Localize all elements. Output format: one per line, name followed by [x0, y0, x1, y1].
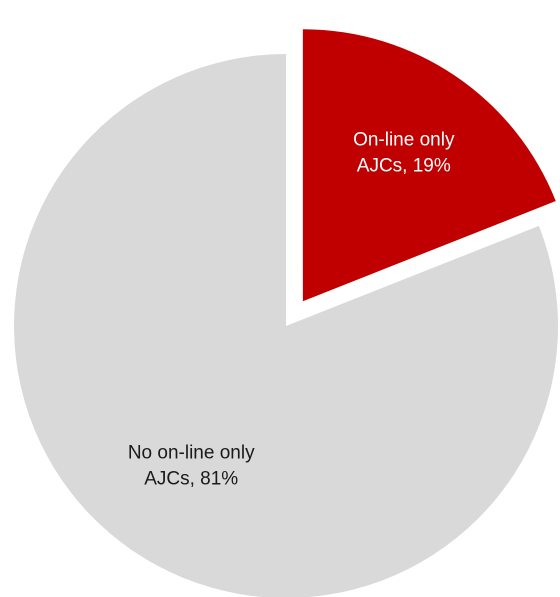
- slice-label-1-line1: No on-line only: [128, 442, 255, 463]
- pie-slice-0: [302, 29, 556, 302]
- slice-label-0-line2: AJCs, 19%: [357, 156, 451, 177]
- labels-layer: On-line only AJCs, 19% No on-line only AJCs…: [128, 130, 455, 490]
- slice-label-1: No on-line only AJCs, 81%: [128, 442, 255, 489]
- pie-slice-1: [14, 54, 558, 597]
- slice-label-0-line1: On-line only: [353, 130, 455, 151]
- slices-layer: [14, 29, 558, 597]
- slice-label-1-line2: AJCs, 81%: [144, 468, 238, 489]
- slice-label-0: On-line only AJCs, 19%: [353, 130, 455, 177]
